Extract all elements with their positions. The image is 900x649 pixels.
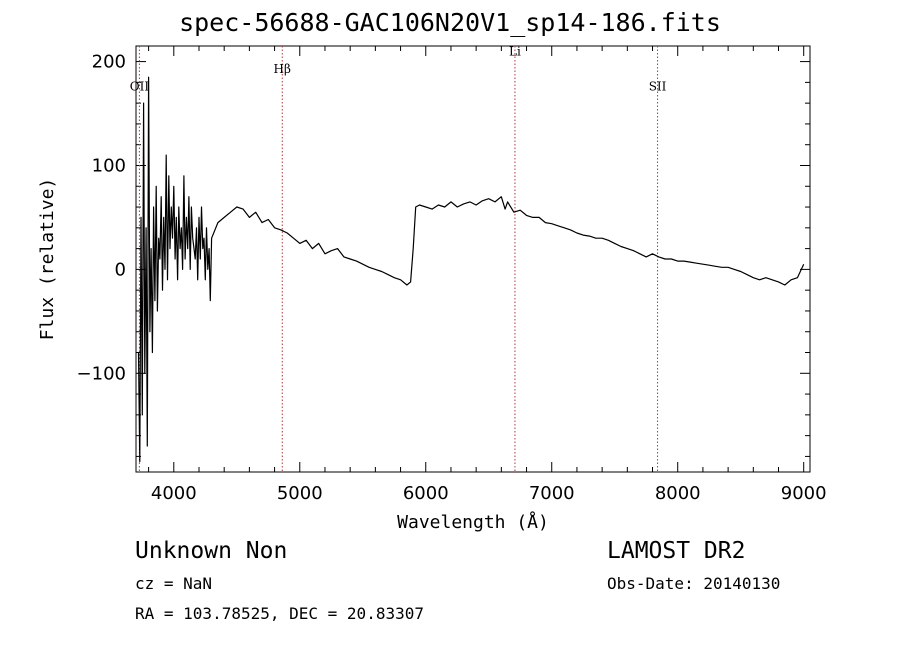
x-tick-label: 6000: [403, 483, 449, 504]
y-tick-label: 0: [115, 259, 126, 280]
plot-frame: [135, 45, 811, 473]
x-axis-label: Wavelength (Å): [397, 511, 549, 533]
survey-label: LAMOST DR2: [607, 538, 746, 564]
y-tick-label: 200: [92, 52, 126, 73]
line-marker-label: Hβ: [274, 62, 291, 76]
spectrum-line: [137, 76, 805, 463]
line-marker-label: Li: [509, 44, 521, 58]
y-tick-label: −100: [77, 363, 126, 384]
x-tick-label: 4000: [151, 483, 197, 504]
chart-title: spec-56688-GAC106N20V1_sp14-186.fits: [179, 8, 721, 37]
x-tick-label: 8000: [655, 483, 701, 504]
y-tick-label: 100: [92, 155, 126, 176]
coordinates-label: RA = 103.78525, DEC = 20.83307: [135, 604, 424, 623]
x-tick-label: 7000: [529, 483, 575, 504]
obs-date-label: Obs-Date: 20140130: [607, 574, 781, 593]
y-axis-label: Flux (relative): [37, 178, 58, 341]
line-marker-label: OII: [130, 80, 150, 94]
line-marker-label: SII: [649, 80, 667, 94]
x-tick-label: 5000: [277, 483, 323, 504]
redshift-label: cz = NaN: [135, 574, 213, 593]
x-tick-label: 9000: [781, 483, 827, 504]
object-class-label: Unknown Non: [135, 538, 288, 564]
